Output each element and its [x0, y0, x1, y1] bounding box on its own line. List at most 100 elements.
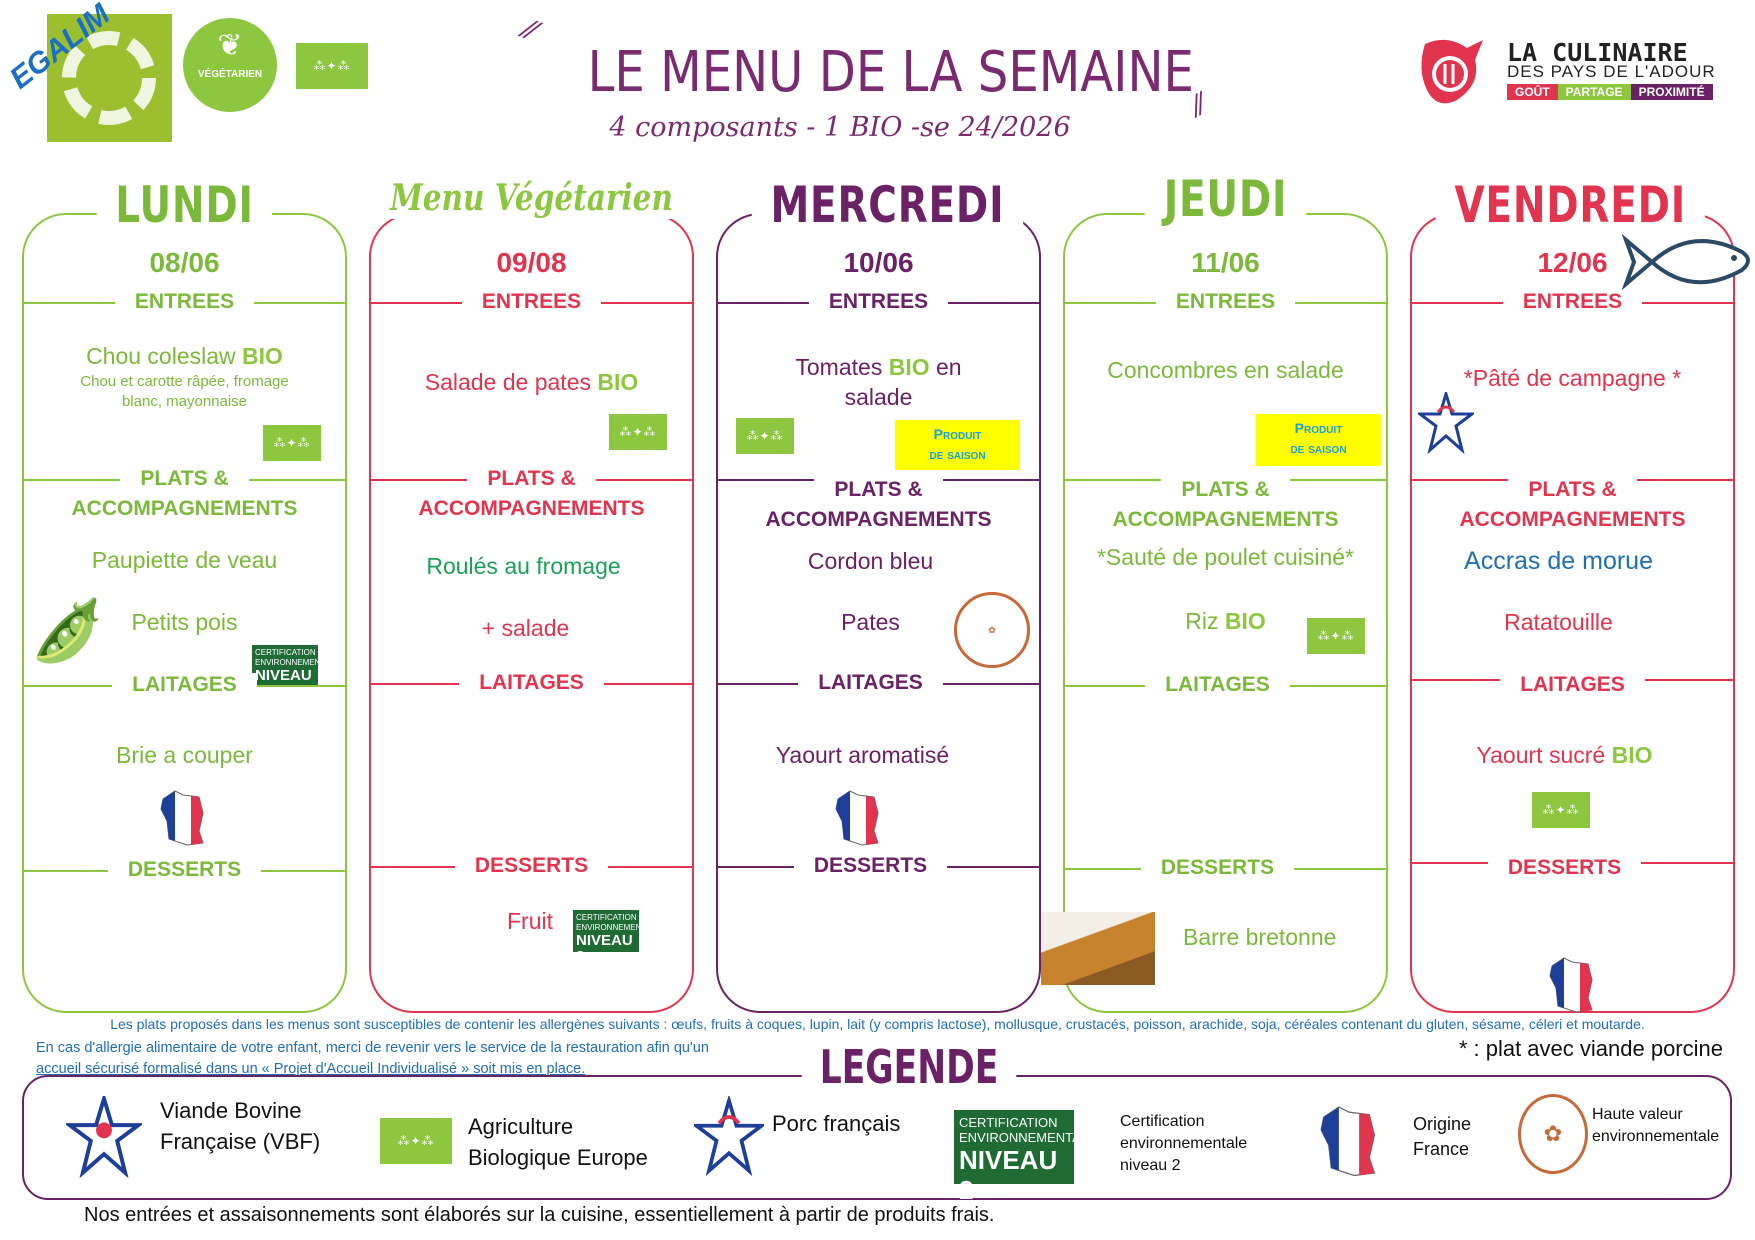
legend-label-vbf: Viande Bovine Française (VBF): [160, 1098, 321, 1154]
day-title: LUNDI: [58, 176, 312, 234]
section-laitages: LAITAGES: [22, 673, 347, 696]
page-subtitle: 4 composants - 1 BIO -se 24/2026: [609, 112, 1071, 143]
cert-env-logo: CERTIFICATION ENVIRONNEMENTALE NIVEAU 2: [573, 910, 661, 965]
eu-organic-logo: ⁂✦⁂: [1532, 792, 1590, 828]
section-desserts: DESSERTS: [1410, 856, 1735, 879]
legend-title: LEGENDE: [801, 1040, 1017, 1094]
entree-item: Tomates BIO en salade: [795, 354, 962, 410]
plat-item: Riz BIO: [1185, 608, 1266, 634]
egalim-logo: [47, 14, 172, 142]
eu-organic-logo: ⁂✦⁂: [380, 1118, 452, 1164]
plat-item: + salade: [481, 615, 570, 641]
brand-name: LA CULINAIRE: [1507, 38, 1688, 67]
section-entrees: ENTREES: [716, 290, 1041, 313]
entree-item: Concombres en salade: [1107, 357, 1344, 383]
section-desserts: DESSERTS: [1063, 856, 1388, 879]
plat-item: *Sauté de poulet cuisiné*: [1096, 544, 1355, 570]
section-laitages: LAITAGES: [369, 671, 694, 694]
day-column-lundi: LUNDI 08/06 ENTREES Chou coleslaw BIO Ch…: [22, 0, 347, 1240]
vegetarien-logo: ❦ VÉGÉTARIEN: [183, 18, 277, 112]
porc-francais-logo: [694, 1096, 764, 1177]
vbf-logo: [66, 1096, 142, 1178]
plat-item: Ratatouille: [1504, 609, 1613, 635]
section-desserts: DESSERTS: [22, 858, 347, 881]
produit-saison-badge: Produit de saison: [1256, 414, 1381, 466]
dessert-item: Fruit: [507, 908, 553, 934]
eu-organic-logo: ⁂✦⁂: [263, 425, 321, 461]
section-entrees: ENTREES: [22, 290, 347, 313]
day-date: 10/06: [843, 247, 914, 278]
laitage-item: Brie a couper: [116, 742, 253, 768]
dessert-item: Barre bretonne: [1183, 924, 1337, 950]
leaf-icon: ❦: [217, 29, 243, 62]
pea-mascot-icon: 🫛: [30, 597, 105, 664]
france-map-icon: [160, 790, 204, 846]
section-plats: PLATS & ACCOMPAGNEMENTS: [1410, 478, 1735, 531]
day-column-mardi: Menu Végétarien 09/08 ENTREES Salade de …: [369, 0, 694, 1240]
day-date: 11/06: [1191, 247, 1260, 278]
cert-env-logo: CERTIFICATION ENVIRONNEMENTALE NIVEAU 2: [954, 1110, 1097, 1205]
entree-item: *Pâté de campagne *: [1463, 365, 1682, 391]
eu-organic-logo: ⁂✦⁂: [1307, 618, 1365, 654]
eu-organic-logo: ⁂✦⁂: [736, 418, 794, 454]
entree-item: Chou coleslaw BIO: [86, 343, 283, 369]
day-column-mercredi: MERCREDI 10/06 ENTREES Tomates BIO en sa…: [716, 0, 1041, 1240]
brand-logo: [1417, 34, 1487, 110]
section-entrees: ENTREES: [1063, 290, 1388, 313]
legend-label-bio: Agriculture Biologique Europe: [468, 1114, 648, 1170]
section-desserts: DESSERTS: [716, 854, 1041, 877]
allergy-notice: En cas d'allergie alimentaire de votre e…: [36, 1040, 709, 1077]
legend-label-porc: Porc français: [772, 1111, 901, 1136]
day-title: JEUDI: [1099, 170, 1353, 228]
section-entrees: ENTREES: [369, 290, 694, 313]
france-map-icon: [1320, 1106, 1376, 1177]
section-entrees: ENTREES: [1410, 290, 1735, 313]
france-map-icon: [835, 790, 879, 846]
plat-item: Paupiette de veau: [91, 547, 278, 573]
plat-item: Cordon bleu: [807, 548, 934, 574]
plat-item: Petits pois: [131, 609, 238, 635]
day-column-jeudi: JEUDI 11/06 ENTREES Concombres en salade…: [1041, 0, 1388, 1240]
porc-francais-logo: [1418, 392, 1474, 454]
section-plats: PLATS & ACCOMPAGNEMENTS: [369, 467, 694, 520]
laitage-item: Yaourt sucré BIO: [1476, 742, 1653, 768]
brand-values: GOÛT PARTAGE PROXIMITÉ: [1507, 84, 1713, 100]
hve-seal: ✿: [1518, 1094, 1588, 1174]
section-laitages: LAITAGES: [716, 671, 1041, 694]
eu-organic-logo: ⁂✦⁂: [296, 43, 368, 89]
day-date: 12/06: [1537, 247, 1608, 278]
fish-icon: [1622, 233, 1750, 291]
day-title: MERCREDI: [751, 176, 1024, 234]
eu-organic-logo: ⁂✦⁂: [609, 414, 667, 450]
section-laitages: LAITAGES: [1063, 673, 1388, 696]
hve-seal: ✿: [954, 592, 1030, 668]
allergen-notice: Les plats proposés dans les menus sont s…: [110, 1016, 1645, 1032]
laitage-item: Yaourt aromatisé: [775, 742, 950, 768]
day-column-vendredi: VENDREDI 12/06 ENTREES *Pâté de campagne…: [1410, 0, 1750, 1240]
produit-saison-badge: Produit de saison: [895, 420, 1020, 470]
plat-item: Pates: [841, 609, 900, 635]
section-plats: PLATS & ACCOMPAGNEMENTS: [1063, 478, 1388, 531]
day-date: 09/08: [496, 247, 567, 278]
day-date: 08/06: [149, 247, 220, 278]
day-title: Menu Végétarien: [381, 176, 682, 228]
day-title: VENDREDI: [1435, 176, 1705, 234]
cake-photo: [1041, 912, 1155, 985]
page-title: LE MENU DE LA SEMAINE: [587, 40, 1194, 105]
legend-label-france: Origine France: [1413, 1114, 1472, 1159]
france-map-icon: [1549, 957, 1593, 1013]
legend-label-cert: Certification environnementale niveau 2: [1120, 1113, 1248, 1174]
plat-item: Roulés au fromage: [426, 553, 621, 579]
legend-label-hve: Haute valeur environnementale: [1592, 1106, 1720, 1145]
plat-item: Accras de morue: [1464, 547, 1653, 575]
section-laitages: LAITAGES: [1410, 673, 1735, 696]
porc-note: * : plat avec viande porcine: [1458, 1036, 1723, 1061]
section-plats: PLATS & ACCOMPAGNEMENTS: [22, 467, 347, 520]
section-plats: PLATS & ACCOMPAGNEMENTS: [716, 478, 1041, 531]
cert-env-logo: CERTIFICATION ENVIRONNEMENTALE NIVEAU 2: [252, 645, 340, 700]
bottom-note: Nos entrées et assaisonnements sont élab…: [84, 1204, 995, 1226]
brand-tagline: DES PAYS DE L'ADOUR: [1507, 62, 1716, 81]
entree-detail: Chou et carotte râpée, fromage blanc, ma…: [80, 373, 289, 410]
section-desserts: DESSERTS: [369, 854, 694, 877]
entree-item: Salade de pates BIO: [424, 369, 639, 395]
